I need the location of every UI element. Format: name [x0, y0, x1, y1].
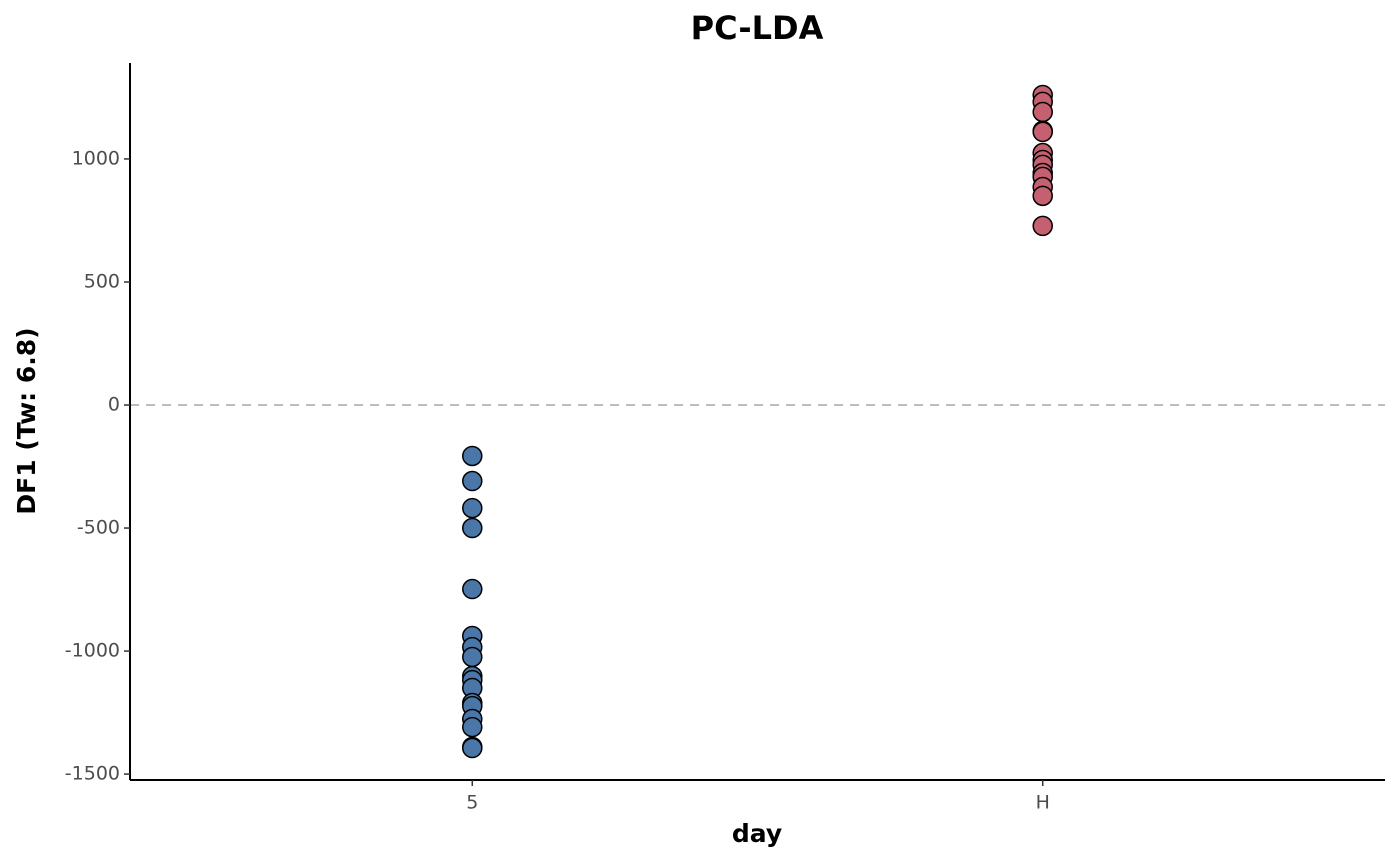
point: [462, 737, 483, 759]
point: [1032, 121, 1053, 143]
y-tick-label: -1500: [65, 763, 120, 785]
point: [1032, 185, 1053, 207]
point: [462, 517, 483, 539]
y-axis-title: DF1 (Tw: 6.8): [12, 327, 41, 514]
point: [462, 470, 483, 492]
y-tick-label: -500: [77, 517, 120, 539]
y-tick-label: 0: [108, 394, 120, 416]
point: [462, 716, 483, 738]
y-tick-label: 1000: [72, 147, 120, 169]
point: [462, 646, 483, 668]
point: [462, 445, 483, 467]
point: [462, 497, 483, 519]
point: [1032, 215, 1053, 237]
point: [462, 578, 483, 600]
point: [1032, 101, 1053, 123]
y-tick-label: 500: [84, 270, 120, 292]
x-tick-label: 5: [466, 792, 478, 814]
y-tick-label: -1000: [65, 640, 120, 662]
x-axis-title: day: [732, 819, 782, 848]
chart-title: PC-LDA: [691, 9, 824, 47]
x-tick-label: H: [1036, 792, 1050, 814]
